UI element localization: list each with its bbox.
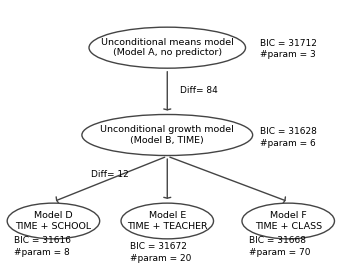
Text: Diff= 84: Diff= 84 <box>180 86 217 95</box>
Text: Unconditional growth model
(Model B, TIME): Unconditional growth model (Model B, TIM… <box>101 125 234 145</box>
Text: BIC = 31668
#param = 70: BIC = 31668 #param = 70 <box>249 236 311 257</box>
Text: BIC = 31616
#param = 8: BIC = 31616 #param = 8 <box>14 236 71 257</box>
Text: BIC = 31712
#param = 3: BIC = 31712 #param = 3 <box>260 39 317 59</box>
Text: Diff= 12: Diff= 12 <box>91 170 129 179</box>
Text: Unconditional means model
(Model A, no predictor): Unconditional means model (Model A, no p… <box>101 38 234 58</box>
Ellipse shape <box>82 114 253 156</box>
Text: BIC = 31672
#param = 20: BIC = 31672 #param = 20 <box>130 242 191 263</box>
Ellipse shape <box>89 27 245 68</box>
Text: BIC = 31628
#param = 6: BIC = 31628 #param = 6 <box>260 127 317 148</box>
Ellipse shape <box>7 203 100 239</box>
Ellipse shape <box>242 203 334 239</box>
Ellipse shape <box>121 203 213 239</box>
Text: Model D
TIME + SCHOOL: Model D TIME + SCHOOL <box>15 211 91 231</box>
Text: Model E
TIME + TEACHER: Model E TIME + TEACHER <box>127 211 208 231</box>
Text: Model F
TIME + CLASS: Model F TIME + CLASS <box>255 211 322 231</box>
